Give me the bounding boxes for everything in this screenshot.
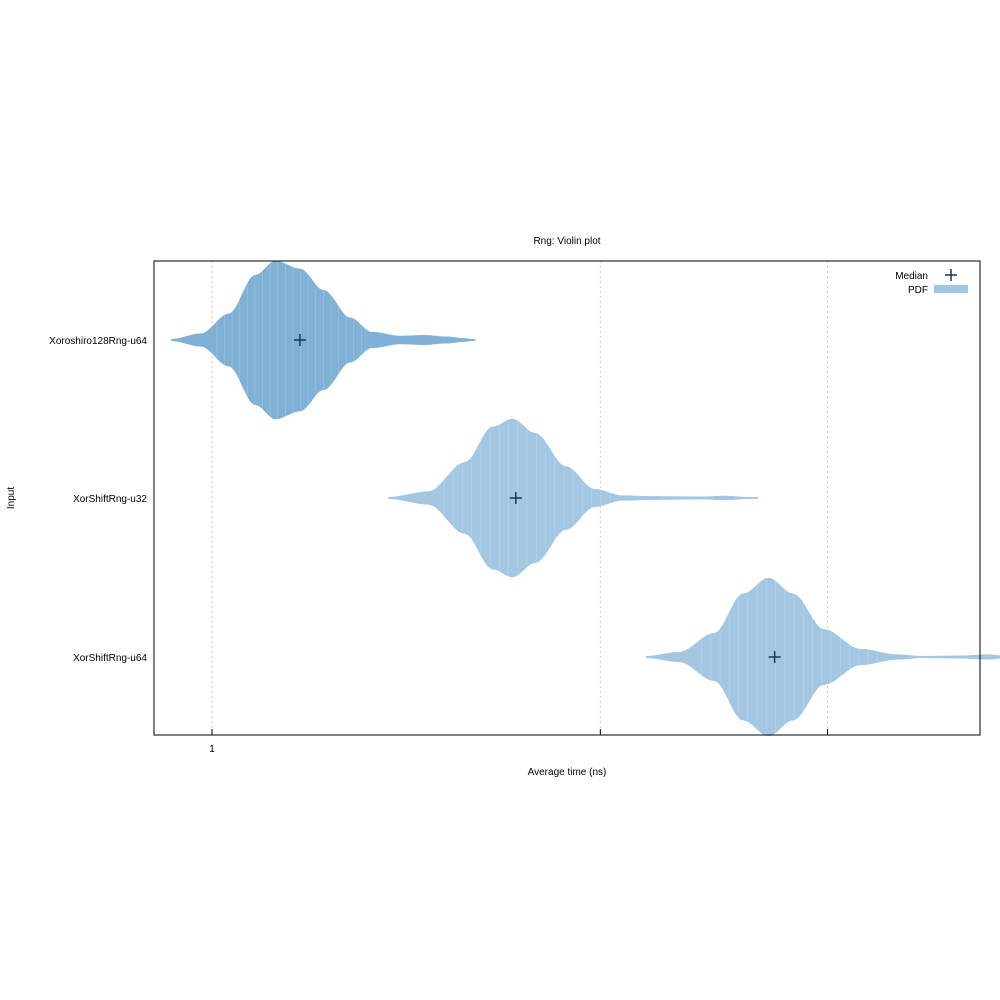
violins-layer [171, 260, 1000, 737]
y-tick-labels: Xoroshiro128Rng-u64 XorShiftRng-u32 XorShi… [49, 336, 147, 664]
violin-Xoroshiro128Rng-u64 [171, 260, 476, 420]
legend: Median PDF [895, 269, 968, 296]
violin-XorShiftRng-u64 [645, 577, 1000, 737]
median-marker [768, 651, 781, 663]
y-tick-label: XorShiftRng-u32 [73, 494, 147, 505]
legend-pdf-swatch [934, 285, 968, 293]
y-tick-label: XorShiftRng-u64 [73, 653, 147, 664]
x-ticks: 1 [209, 729, 828, 755]
legend-pdf-label: PDF [908, 285, 928, 296]
violin-body [388, 418, 759, 578]
median-marker [293, 334, 306, 346]
median-marker [509, 492, 522, 504]
x-axis-label: Average time (ns) [528, 767, 607, 778]
chart-title: Rng: Violin plot [533, 236, 600, 247]
y-axis-label: Input [6, 487, 17, 509]
legend-median-label: Median [895, 271, 928, 282]
violin-XorShiftRng-u32 [388, 418, 759, 578]
plot-frame [153, 260, 981, 736]
y-tick-label: Xoroshiro128Rng-u64 [49, 336, 147, 347]
x-tick-label: 1 [209, 744, 215, 755]
violin-body [645, 577, 1000, 737]
legend-median-marker [945, 269, 957, 281]
